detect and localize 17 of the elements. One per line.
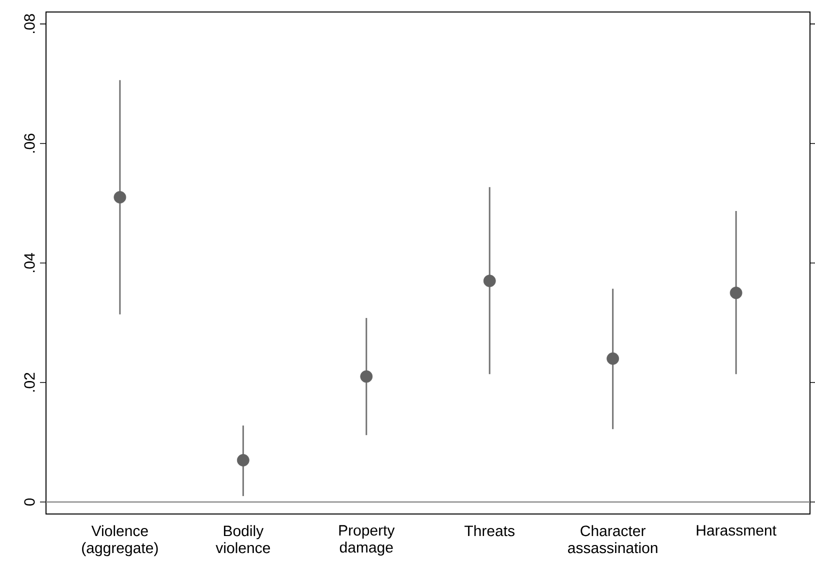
point [360,370,373,383]
x-tick-label: Harassment [696,525,776,536]
x-tick-label: Property damage [339,525,395,556]
point [483,274,496,288]
y-tick-label: .08 [24,14,35,34]
y-tick-label: 0 [24,498,35,506]
x-tick-label: Threats [464,525,514,536]
x-tick-label: Violence (aggregate) [82,525,158,556]
point [606,352,620,365]
point [114,191,126,204]
x-tick-label: Character assassination [568,525,658,554]
y-tick-label: .06 [24,134,35,153]
y-tick-label: .04 [24,253,35,272]
point [236,454,250,466]
point [730,286,742,300]
x-tick-label: Bodily violence [216,525,270,554]
y-tick-label: .02 [24,372,35,392]
